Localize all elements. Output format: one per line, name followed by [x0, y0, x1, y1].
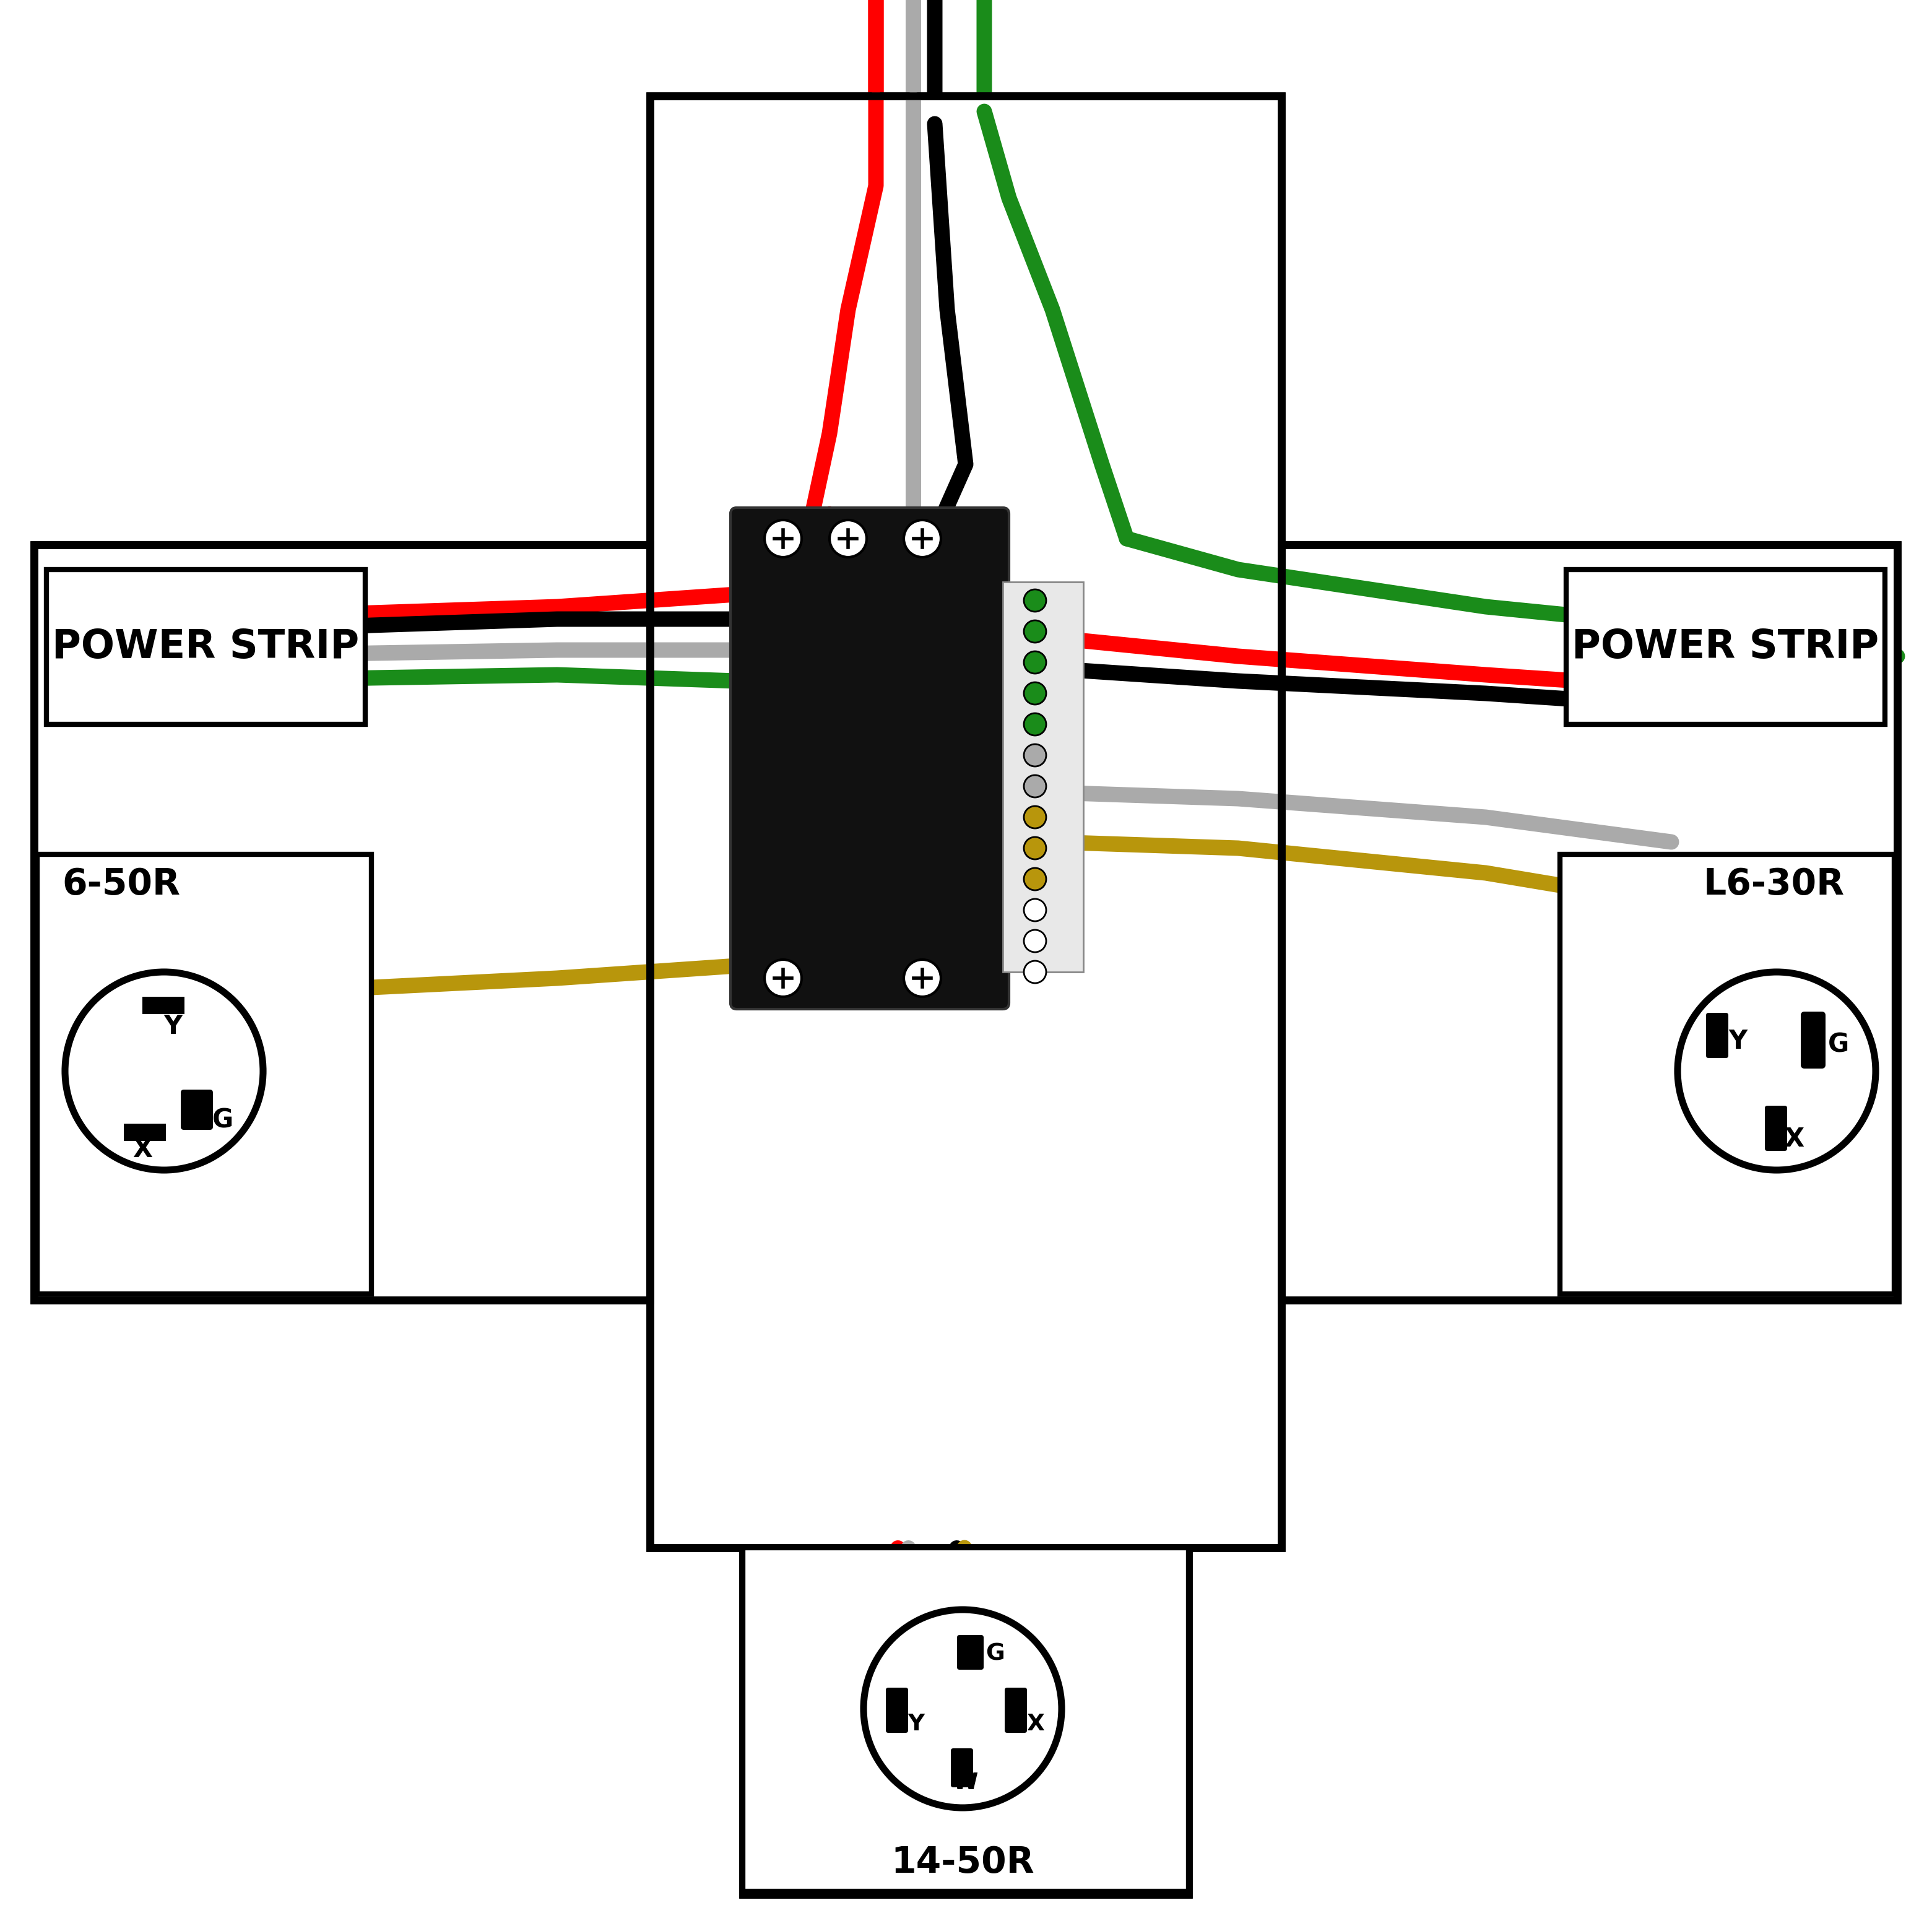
FancyBboxPatch shape: [182, 1090, 213, 1131]
FancyBboxPatch shape: [730, 507, 1009, 1010]
FancyBboxPatch shape: [887, 1687, 908, 1733]
Text: 6-50R: 6-50R: [62, 867, 180, 903]
FancyBboxPatch shape: [37, 855, 371, 1293]
FancyBboxPatch shape: [124, 1123, 166, 1140]
FancyBboxPatch shape: [742, 1548, 1188, 1894]
Text: L6-30R: L6-30R: [1704, 867, 1845, 903]
FancyBboxPatch shape: [46, 570, 365, 725]
FancyBboxPatch shape: [1801, 1012, 1826, 1069]
Circle shape: [1024, 775, 1045, 798]
Circle shape: [1024, 744, 1045, 767]
FancyBboxPatch shape: [956, 1636, 983, 1670]
FancyBboxPatch shape: [1559, 855, 1893, 1293]
Circle shape: [1024, 589, 1045, 612]
FancyBboxPatch shape: [1567, 570, 1886, 725]
Text: G: G: [213, 1108, 234, 1134]
Circle shape: [1024, 869, 1045, 890]
Circle shape: [1024, 960, 1045, 983]
Circle shape: [1024, 838, 1045, 859]
Circle shape: [1024, 899, 1045, 922]
Text: G: G: [1828, 1031, 1849, 1058]
Text: W: W: [952, 1771, 978, 1794]
Circle shape: [829, 520, 867, 557]
FancyBboxPatch shape: [1764, 1106, 1787, 1152]
Text: X: X: [1026, 1712, 1045, 1735]
Circle shape: [1024, 930, 1045, 953]
Text: 14-50R: 14-50R: [891, 1844, 1034, 1880]
Circle shape: [904, 960, 941, 997]
Circle shape: [765, 520, 802, 557]
Circle shape: [1024, 805, 1045, 828]
Circle shape: [864, 1609, 1063, 1808]
FancyBboxPatch shape: [1005, 1687, 1028, 1733]
Circle shape: [1677, 972, 1876, 1171]
Text: G: G: [985, 1643, 1005, 1666]
Circle shape: [1024, 650, 1045, 673]
FancyBboxPatch shape: [742, 1548, 1188, 1892]
Text: X: X: [133, 1136, 153, 1163]
Circle shape: [66, 972, 263, 1171]
FancyBboxPatch shape: [1003, 582, 1084, 972]
Text: X: X: [1783, 1127, 1804, 1152]
Text: Y: Y: [164, 1014, 184, 1039]
Text: POWER STRIP: POWER STRIP: [52, 627, 359, 666]
Circle shape: [765, 960, 802, 997]
Circle shape: [904, 520, 941, 557]
FancyBboxPatch shape: [35, 545, 649, 1301]
FancyBboxPatch shape: [649, 96, 1281, 1548]
Circle shape: [1024, 714, 1045, 735]
FancyBboxPatch shape: [1706, 1012, 1729, 1058]
FancyBboxPatch shape: [143, 997, 184, 1014]
Circle shape: [1024, 683, 1045, 704]
FancyBboxPatch shape: [1281, 545, 1897, 1301]
Circle shape: [1024, 620, 1045, 643]
FancyBboxPatch shape: [951, 1748, 974, 1787]
Text: Y: Y: [908, 1712, 925, 1735]
Text: Y: Y: [1729, 1029, 1748, 1054]
Text: POWER STRIP: POWER STRIP: [1573, 627, 1880, 666]
